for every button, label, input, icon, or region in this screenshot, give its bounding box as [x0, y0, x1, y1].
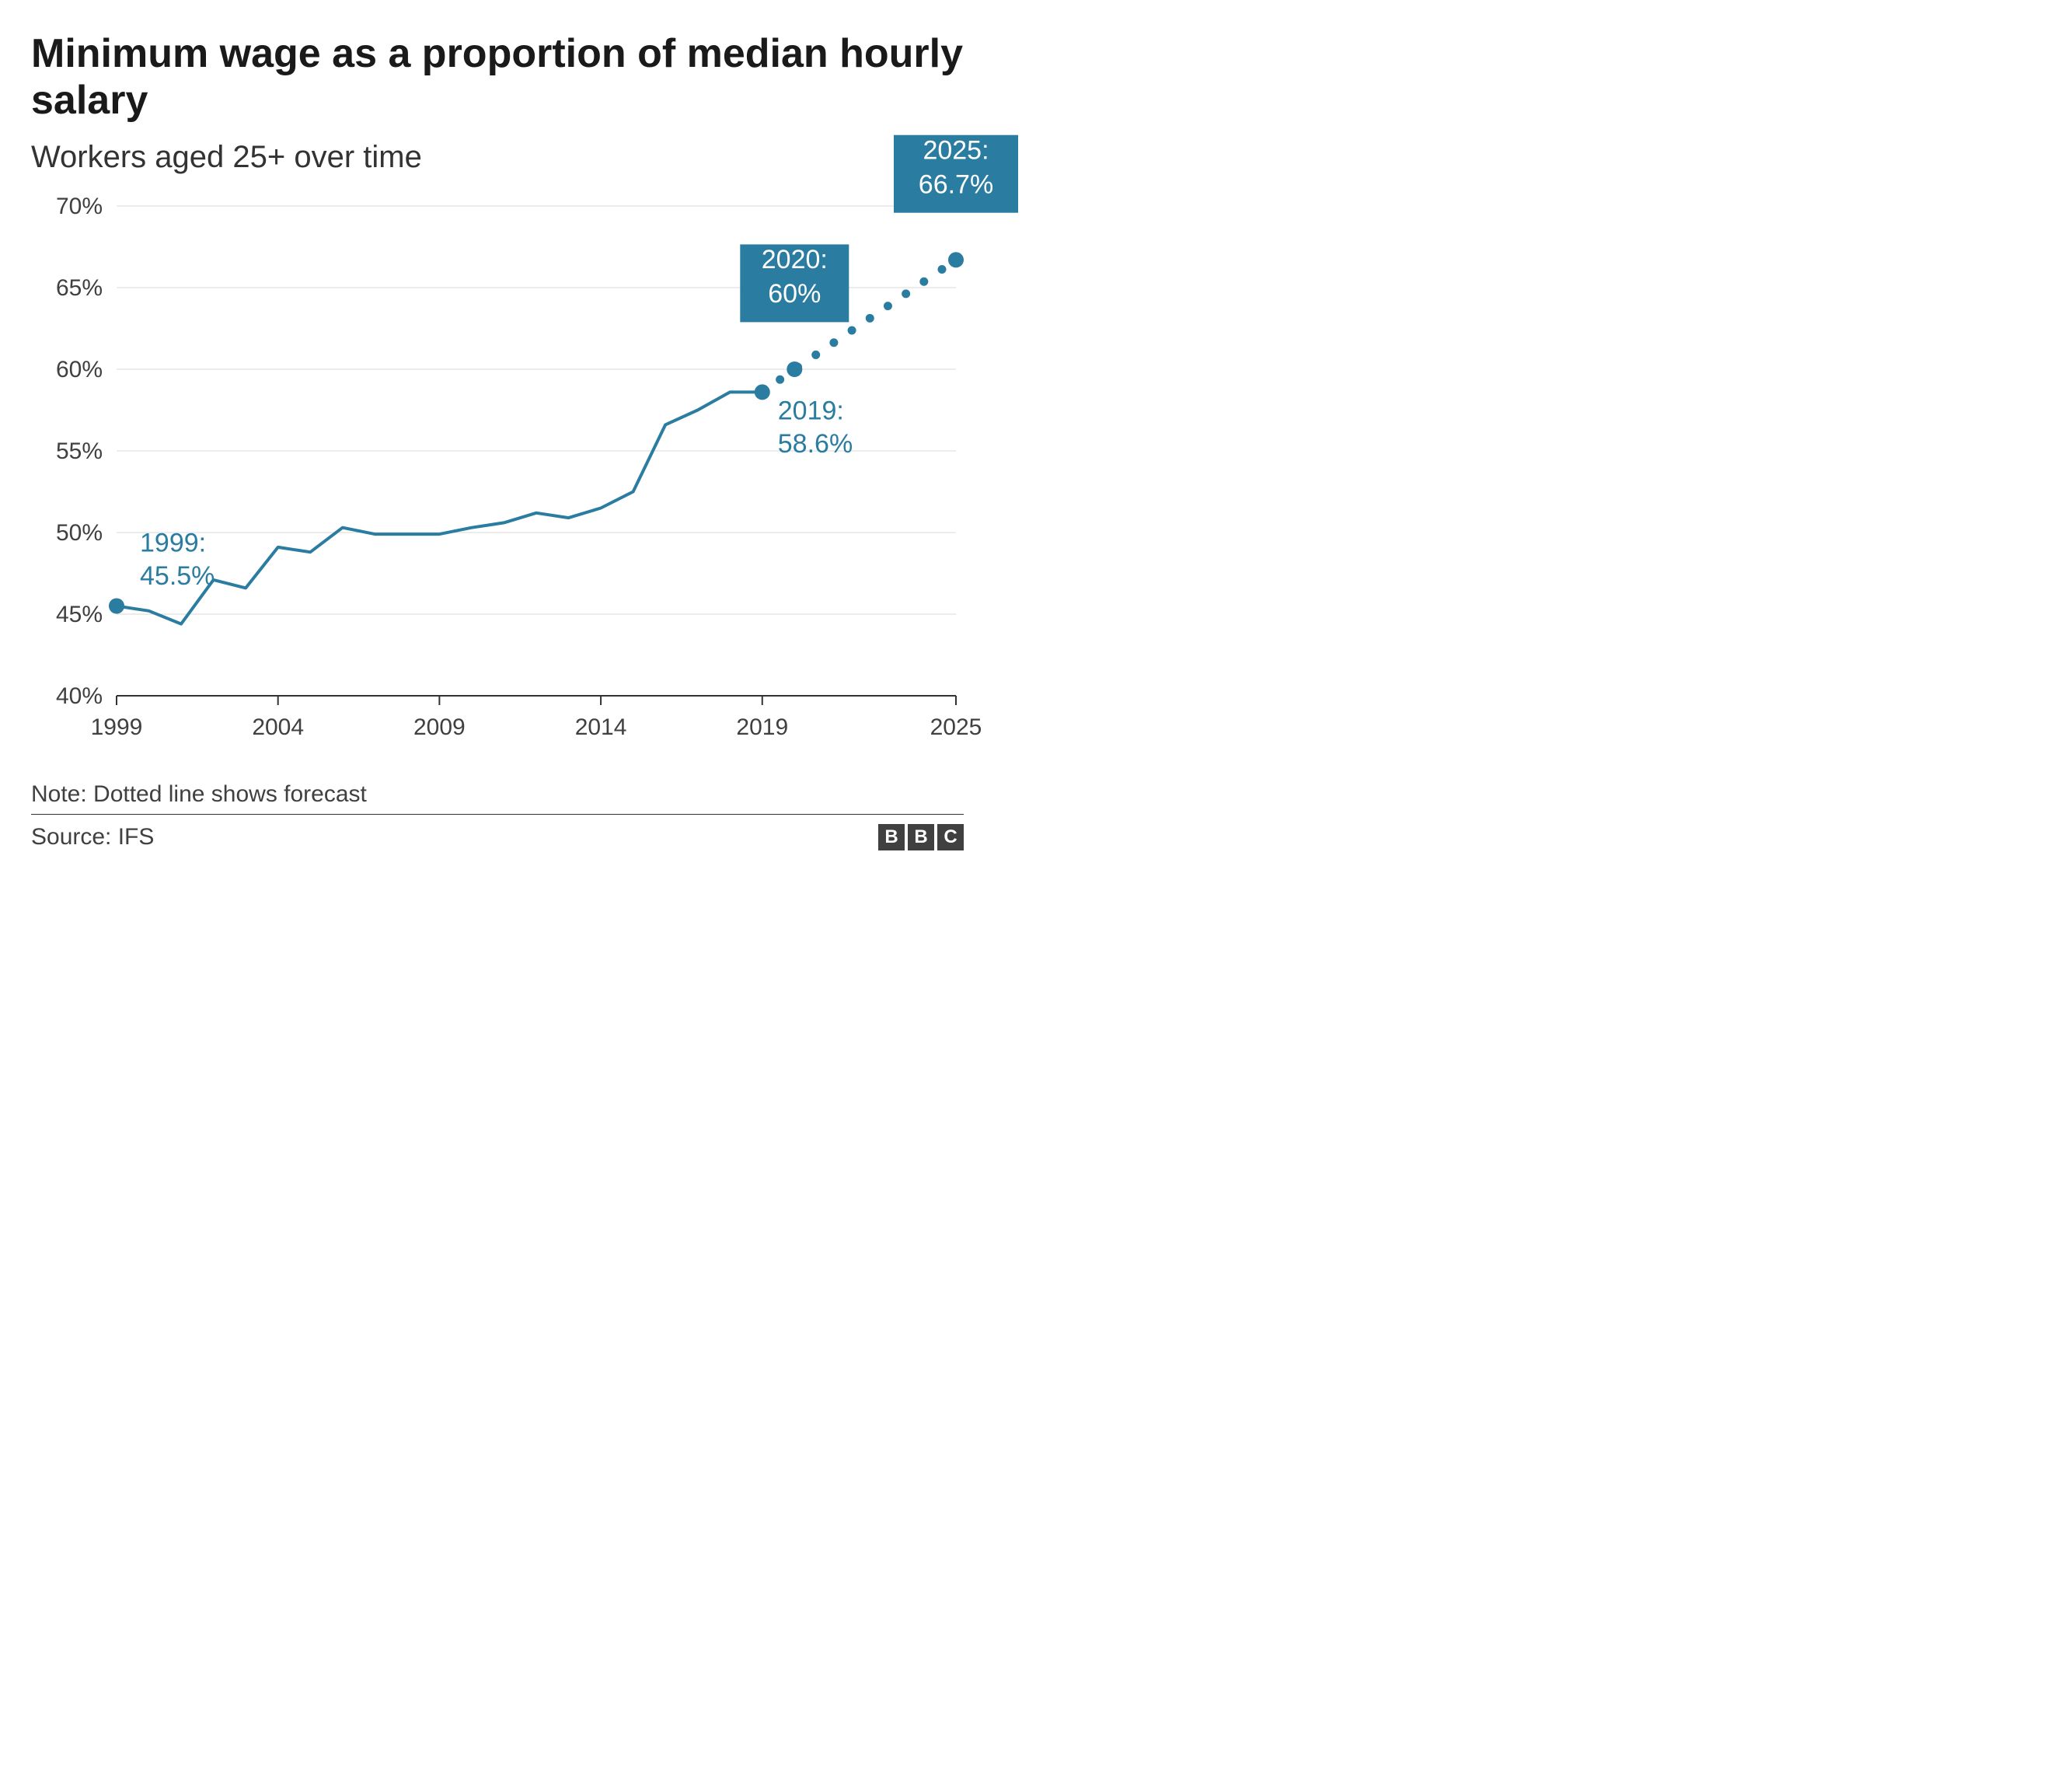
- data-marker: [948, 252, 964, 267]
- bbc-logo: BBC: [878, 824, 964, 850]
- bbc-logo-block: C: [937, 824, 964, 850]
- data-label: 2019:: [778, 396, 844, 425]
- y-tick-label: 40%: [56, 683, 103, 709]
- chart-svg: 40%45%50%55%60%65%70%1999200420092014201…: [31, 198, 964, 758]
- x-tick-label: 2004: [252, 714, 304, 740]
- callout-text: 66.7%: [919, 169, 993, 199]
- x-tick-label: 1999: [91, 714, 143, 740]
- data-marker: [787, 361, 802, 377]
- y-tick-label: 45%: [56, 602, 103, 627]
- bbc-logo-block: B: [908, 824, 934, 850]
- y-tick-label: 60%: [56, 357, 103, 382]
- line-chart: 40%45%50%55%60%65%70%1999200420092014201…: [31, 198, 964, 758]
- chart-footer: Source: IFS BBC: [31, 821, 964, 850]
- bbc-logo-block: B: [878, 824, 905, 850]
- data-label: 1999:: [140, 528, 206, 557]
- data-label: 58.6%: [778, 428, 853, 458]
- callout-text: 60%: [768, 279, 821, 309]
- callout-text: 2020:: [762, 245, 828, 274]
- source-label: Source: IFS: [31, 824, 154, 850]
- chart-title: Minimum wage as a proportion of median h…: [31, 31, 964, 124]
- x-tick-label: 2025: [930, 714, 982, 740]
- x-tick-label: 2014: [575, 714, 627, 740]
- y-tick-label: 65%: [56, 275, 103, 301]
- y-tick-label: 50%: [56, 520, 103, 546]
- chart-subtitle: Workers aged 25+ over time: [31, 140, 964, 175]
- x-tick-label: 2019: [736, 714, 788, 740]
- data-marker: [109, 598, 124, 613]
- chart-container: Minimum wage as a proportion of median h…: [0, 0, 995, 866]
- x-tick-label: 2009: [413, 714, 466, 740]
- y-tick-label: 70%: [56, 194, 103, 219]
- data-marker: [755, 384, 770, 400]
- y-tick-label: 55%: [56, 438, 103, 464]
- chart-note: Note: Dotted line shows forecast: [31, 781, 964, 815]
- callout-text: 2025:: [923, 135, 989, 165]
- data-label: 45.5%: [140, 561, 215, 591]
